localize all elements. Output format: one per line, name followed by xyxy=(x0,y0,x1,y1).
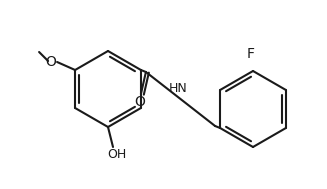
Text: O: O xyxy=(46,55,57,69)
Text: O: O xyxy=(134,95,145,109)
Text: F: F xyxy=(247,47,255,61)
Text: OH: OH xyxy=(107,149,127,161)
Text: HN: HN xyxy=(169,82,188,95)
